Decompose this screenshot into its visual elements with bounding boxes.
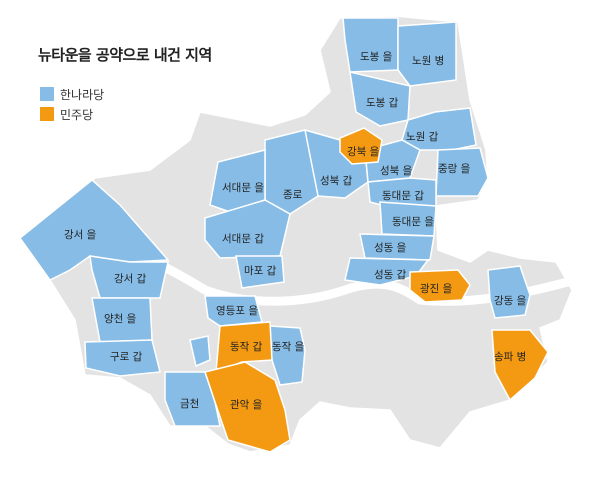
district-songpa-byeong (491, 329, 549, 402)
map-title: 뉴타운을 공약으로 내건 지역 (38, 46, 212, 64)
region-label: 금천 (180, 398, 199, 410)
district-gangdong-eul (487, 265, 531, 319)
district-gangseo-gap (89, 255, 169, 299)
district-guro-gap (84, 339, 161, 377)
region-label: 강서 을 (64, 229, 97, 241)
legend-item-hannara: 한나라당 (40, 84, 104, 104)
legend-swatch (40, 107, 54, 121)
district-dobong-eul (342, 17, 399, 73)
region-label: 강북 을 (347, 146, 380, 158)
region-label: 도봉 갑 (366, 97, 399, 109)
region-label: 동작 갑 (230, 341, 263, 353)
region-label: 양천 을 (104, 313, 137, 325)
region-label: 관악 을 (230, 399, 263, 411)
district-seongdong-eul (359, 233, 435, 261)
region-label: 서대문 갑 (222, 233, 264, 245)
region-label: 성동 을 (374, 242, 407, 254)
region-label: 마포 갑 (244, 265, 277, 277)
region-label: 노원 병 (412, 55, 444, 67)
region-label: 성북 갑 (320, 175, 353, 187)
region-label: 송파 병 (494, 351, 526, 363)
region-label: 서대문 을 (222, 182, 264, 194)
region-label: 종로 (283, 189, 303, 201)
legend-label: 한나라당 (60, 87, 105, 102)
region-label: 구로 갑 (110, 351, 143, 363)
region-label: 노원 갑 (406, 131, 439, 143)
region-label: 중랑 을 (438, 163, 471, 175)
district-seongdong-gap (344, 257, 430, 286)
legend-swatch (40, 87, 54, 101)
district-gangbuk-eul (339, 127, 383, 165)
region-label: 동대문 을 (392, 216, 434, 228)
legend-label: 민주당 (60, 107, 94, 122)
district-labels: 도봉 을 노원 병 도봉 갑 강북 을 노원 갑 성북 갑 성북 을 중랑 을 … (64, 51, 527, 411)
minju-districts (204, 127, 549, 453)
region-label: 성동 갑 (374, 269, 407, 281)
district-dobong-gap (349, 71, 411, 127)
region-label: 영등포 을 (216, 305, 258, 317)
region-label: 성북 을 (380, 165, 413, 177)
district-dongjak-gap (215, 321, 273, 374)
district-mapo-gap (235, 255, 285, 289)
district-nowon-byeong (397, 21, 457, 87)
legend-item-minju: 민주당 (40, 104, 104, 124)
region-label: 도봉 을 (360, 51, 393, 63)
region-label: 강동 을 (494, 295, 527, 307)
region-label: 강서 갑 (114, 273, 147, 285)
district-gangseo-west-sliver (189, 335, 211, 368)
region-label: 동대문 갑 (382, 190, 424, 202)
district-gwanak-eul (204, 361, 291, 453)
legend: 한나라당 민주당 (40, 84, 104, 124)
region-label: 광진 을 (420, 283, 453, 295)
region-label: 동작 을 (272, 341, 305, 353)
district-gwangjin-eul (409, 269, 471, 303)
